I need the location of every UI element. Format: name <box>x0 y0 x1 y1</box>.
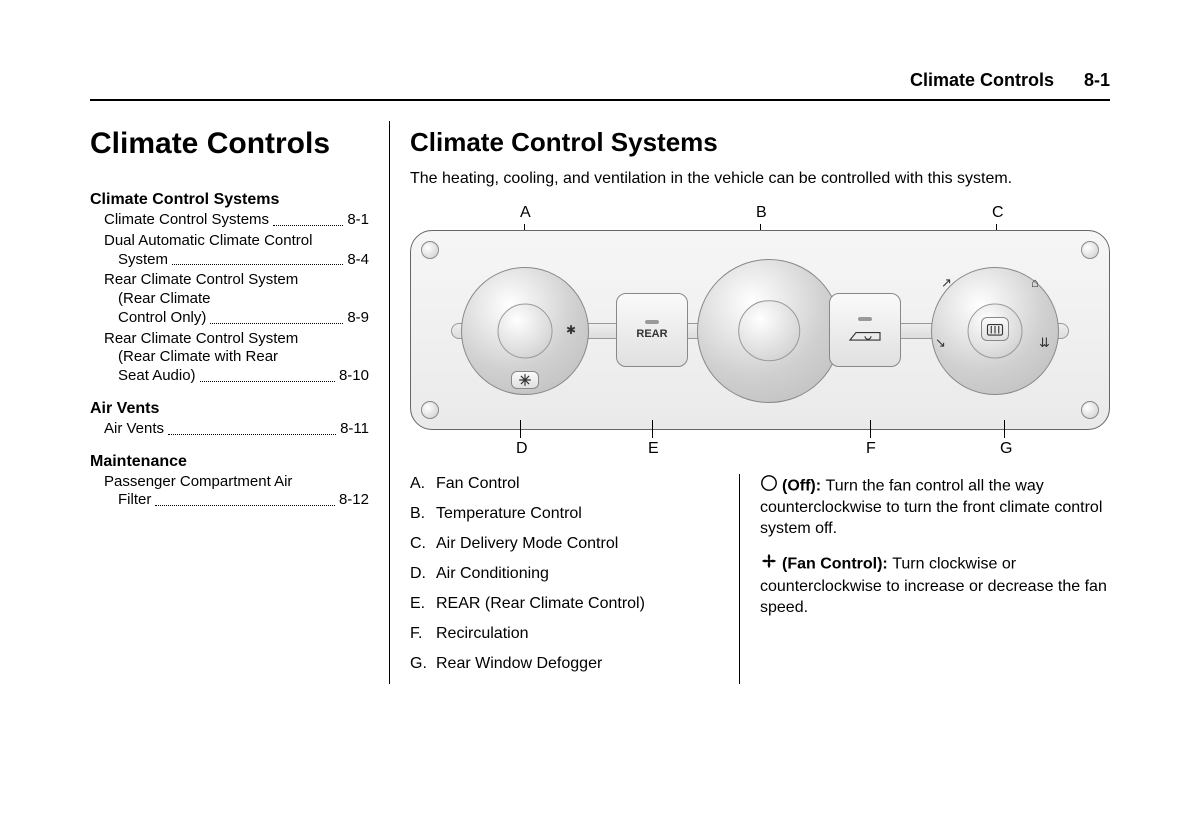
screw-icon <box>421 401 439 419</box>
defrost-icon: ⌂ <box>1031 275 1039 290</box>
bilevel-icon: ⇊ <box>1039 335 1050 351</box>
toc-entry: Rear Climate Control System <box>90 330 369 349</box>
control-panel-diagram: A B C <box>410 204 1110 460</box>
legend-item: C.Air Delivery Mode Control <box>410 534 719 554</box>
rear-defog-button <box>981 317 1009 341</box>
chapter-title: Climate Controls <box>90 127 369 161</box>
legend-item: D.Air Conditioning <box>410 564 719 584</box>
callouts-top: A B C <box>410 204 1110 230</box>
running-header: Climate Controls 8-1 <box>90 70 1110 101</box>
recirculation-button <box>829 293 901 367</box>
legend-column: A.Fan Control B.Temperature Control C.Ai… <box>410 474 740 684</box>
legend-item: B.Temperature Control <box>410 504 719 524</box>
temperature-knob <box>697 259 841 403</box>
callout-d: D <box>516 440 528 458</box>
callout-g: G <box>1000 440 1012 458</box>
legend-item: A.Fan Control <box>410 474 719 494</box>
legend-item: F.Recirculation <box>410 624 719 644</box>
toc-entry: (Rear Climate <box>90 290 369 309</box>
toc-entry: (Rear Climate with Rear <box>90 348 369 367</box>
toc-entry: Climate Control Systems 8-1 <box>90 211 369 230</box>
callout-a: A <box>520 204 531 222</box>
off-icon <box>760 474 778 499</box>
screw-icon <box>1081 401 1099 419</box>
header-page: 8-1 <box>1084 70 1110 91</box>
manual-page: Climate Controls 8-1 Climate Controls Cl… <box>0 0 1200 724</box>
floor-icon: ↘ <box>935 335 946 351</box>
rear-button: REAR <box>616 293 688 367</box>
defog-icon <box>986 321 1004 337</box>
led-icon <box>645 320 659 324</box>
header-section: Climate Controls <box>910 70 1054 91</box>
main-columns: Climate Controls Climate Control Systems… <box>90 121 1110 684</box>
screw-icon <box>1081 241 1099 259</box>
below-columns: A.Fan Control B.Temperature Control C.Ai… <box>410 474 1110 684</box>
ac-button <box>511 371 539 389</box>
hvac-panel: ✱ REAR <box>410 230 1110 430</box>
callout-e: E <box>648 440 659 458</box>
toc-entry: Rear Climate Control System <box>90 271 369 290</box>
intro-text: The heating, cooling, and ventilation in… <box>410 168 1110 190</box>
content-column: Climate Control Systems The heating, coo… <box>390 121 1110 684</box>
fan-icon: ✱ <box>566 323 576 337</box>
screw-icon <box>421 241 439 259</box>
toc-heading: Air Vents <box>90 400 369 418</box>
toc-heading: Maintenance <box>90 453 369 471</box>
legend-item: G.Rear Window Defogger <box>410 654 719 674</box>
led-icon <box>858 317 872 321</box>
recirculation-icon <box>847 325 883 343</box>
fan-description: (Fan Control): Turn clockwise or counter… <box>760 552 1110 618</box>
snowflake-icon <box>518 373 532 387</box>
section-title: Climate Control Systems <box>410 127 1110 158</box>
callout-b: B <box>756 204 767 222</box>
callout-f: F <box>866 440 876 458</box>
toc-entry: Dual Automatic Climate Control <box>90 232 369 251</box>
off-description: (Off): Turn the fan control all the way … <box>760 474 1110 540</box>
description-column: (Off): Turn the fan control all the way … <box>740 474 1110 684</box>
callout-c: C <box>992 204 1004 222</box>
toc-heading: Climate Control Systems <box>90 191 369 209</box>
fan-icon <box>760 552 778 577</box>
toc-entry: Passenger Compartment Air <box>90 473 369 492</box>
toc-entry: Control Only) 8-9 <box>90 309 369 328</box>
toc-entry: Filter 8-12 <box>90 491 369 510</box>
toc-column: Climate Controls Climate Control Systems… <box>90 121 390 684</box>
toc-entry: Seat Audio) 8-10 <box>90 367 369 386</box>
toc-entry: Air Vents 8-11 <box>90 420 369 439</box>
toc-entry: System 8-4 <box>90 251 369 270</box>
callouts-bottom: D E F G <box>410 430 1110 460</box>
legend-item: E.REAR (Rear Climate Control) <box>410 594 719 614</box>
vent-icon: ↗ <box>941 275 952 291</box>
